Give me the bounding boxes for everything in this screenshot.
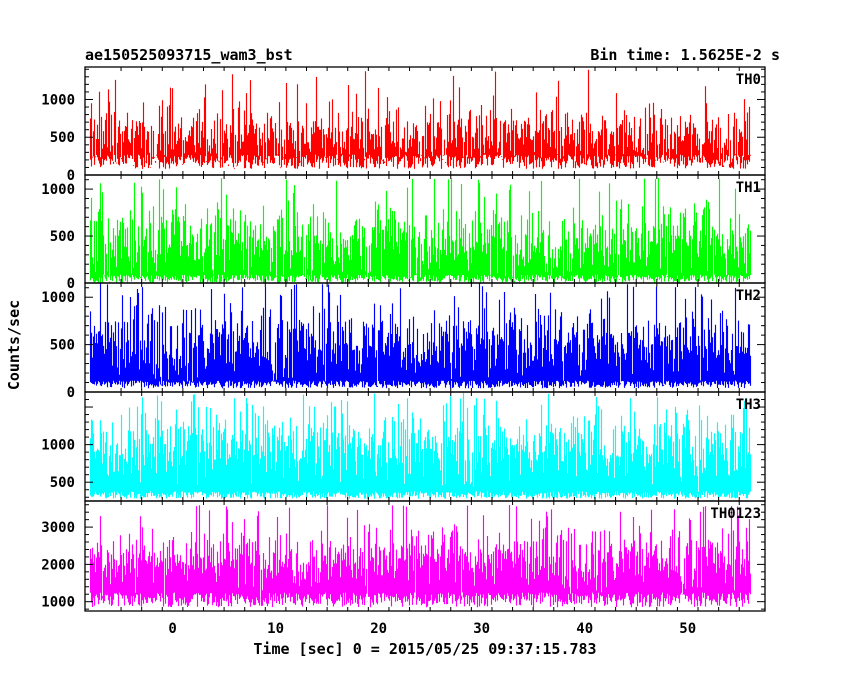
panel-label: TH3: [736, 397, 761, 413]
panel-label: TH0: [736, 72, 761, 88]
panel-th0123: 1000 2000 3000 TH0123: [41, 500, 766, 612]
y-tick-label: 1000: [41, 595, 75, 611]
y-tick-label: 500: [50, 229, 75, 245]
y-tick-label: 1000: [41, 438, 75, 454]
series-th0123: [89, 505, 752, 608]
y-tick-label: 1000: [41, 92, 75, 108]
panel-label: TH0123: [710, 506, 761, 522]
x-tick-label: 40: [576, 621, 593, 637]
x-tick-label: 20: [370, 621, 387, 637]
y-tick-label: 500: [50, 338, 75, 354]
x-tick-label: 50: [679, 621, 696, 637]
y-tick-label: 0: [67, 276, 75, 292]
series-th1: [89, 178, 752, 283]
y-tick-label: 0: [67, 385, 75, 401]
x-tick-label: 30: [473, 621, 490, 637]
panel-label: TH2: [736, 288, 761, 304]
panel-th1: 0 500 1000 TH1: [41, 174, 766, 292]
y-tick-label: 1000: [41, 182, 75, 198]
x-tick-label: 10: [267, 621, 284, 637]
chart-subtitle: Bin time: 1.5625E-2 s: [590, 46, 780, 64]
y-tick-label: 500: [50, 475, 75, 491]
x-axis-label: Time [sec] 0 = 2015/05/25 09:37:15.783: [253, 640, 596, 658]
series-th2: [89, 283, 752, 389]
y-tick-label: 1000: [41, 290, 75, 306]
chart-title: ae150525093715_wam3_bst: [85, 46, 293, 64]
y-axis-label: Counts/sec: [5, 300, 23, 390]
y-tick-label: 0: [67, 168, 75, 184]
y-tick-label: 2000: [41, 557, 75, 573]
y-tick-label: 3000: [41, 520, 75, 536]
series-th3: [89, 392, 752, 499]
panel-th0: 0 500 1000 TH0: [41, 66, 766, 184]
panel-frame: [84, 500, 766, 612]
panel-label: TH1: [736, 180, 761, 196]
series-th0: [89, 69, 752, 169]
x-tick-label: 0: [168, 621, 176, 637]
panel-th2: 0 500 1000 TH2: [41, 282, 766, 401]
y-tick-label: 500: [50, 130, 75, 146]
panel-th3: 500 1000 TH3: [41, 391, 766, 502]
